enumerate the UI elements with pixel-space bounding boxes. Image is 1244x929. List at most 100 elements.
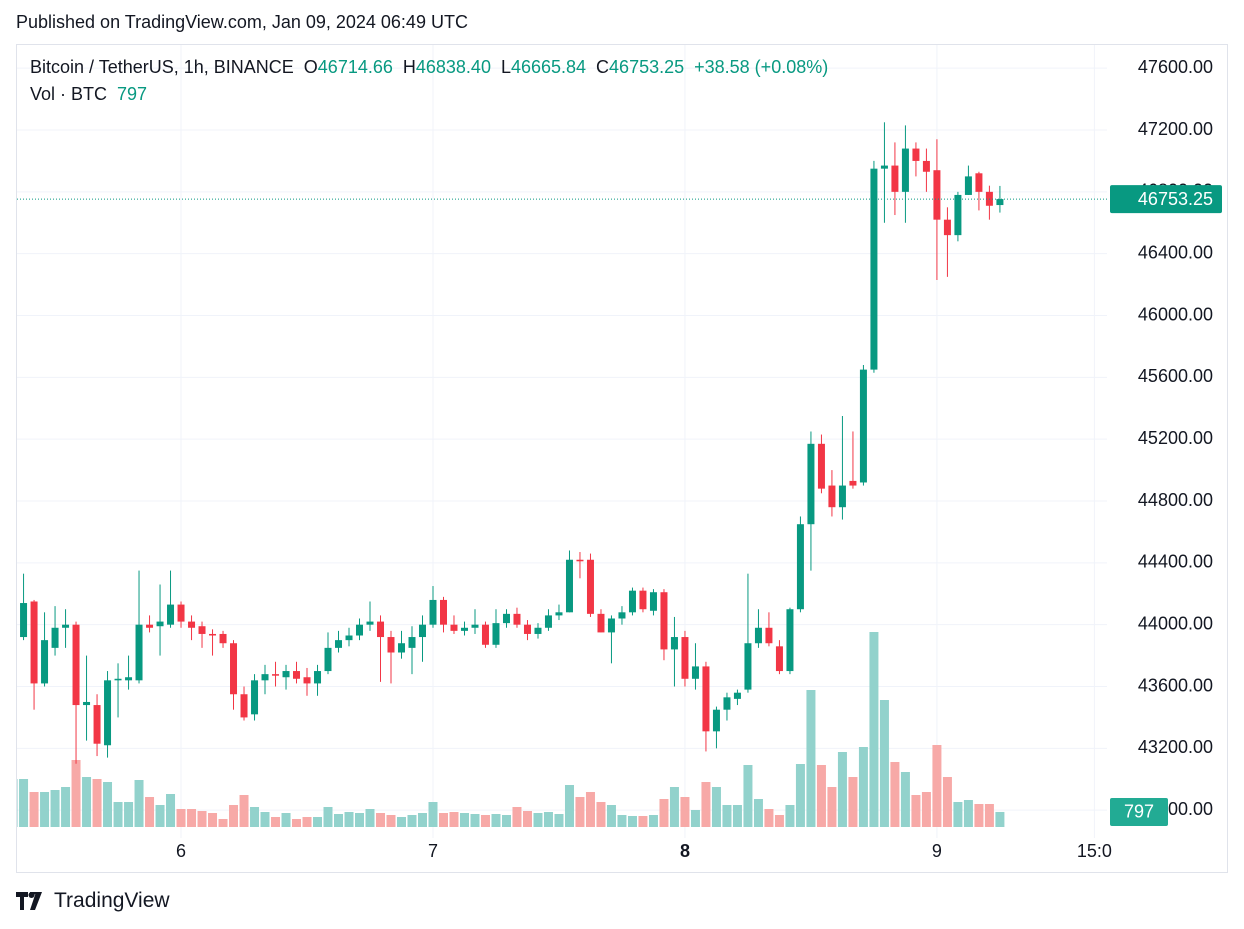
last-price-box — [1110, 185, 1222, 214]
candle-body — [807, 443, 815, 525]
candle-body — [272, 674, 280, 676]
y-tick-label: 47200.00 — [1138, 119, 1213, 139]
candle-body — [964, 176, 972, 195]
volume-bar — [669, 787, 679, 827]
candle-body — [765, 627, 773, 644]
volume-box — [1110, 797, 1168, 826]
x-tick-label: 7 — [428, 841, 438, 861]
volume-bar — [984, 804, 994, 827]
candle-body — [618, 612, 626, 619]
symbol-legend: Bitcoin / TetherUS, 1h, BINANCE O46714.6… — [30, 57, 828, 78]
ohlc-value: 46665.84 — [510, 57, 587, 77]
chart-frame — [16, 44, 1228, 873]
x-tick-label: 8 — [680, 841, 690, 861]
volume-bar — [690, 810, 700, 827]
volume-bar — [218, 819, 228, 827]
candle-body — [366, 621, 374, 625]
volume-bar — [995, 811, 1005, 827]
candle-body — [870, 168, 878, 370]
candle-body — [565, 559, 573, 613]
ohlc-item: H46838.40 — [403, 57, 491, 78]
candle-body — [901, 148, 909, 192]
candle-body — [135, 624, 143, 681]
candle-body — [996, 199, 1004, 206]
candle-body — [534, 627, 542, 634]
candle-layer — [10, 122, 1004, 764]
y-tick-label: 46000.00 — [1138, 304, 1213, 324]
candle-body — [744, 643, 752, 690]
ohlc-item: O46714.66 — [304, 57, 393, 78]
candle-body — [555, 612, 563, 616]
volume-bar — [113, 802, 123, 827]
volume-bar — [648, 815, 658, 827]
candle-body — [104, 680, 112, 746]
candle-body — [481, 624, 489, 645]
candle-body — [418, 624, 426, 638]
candle-body — [72, 624, 80, 706]
change: +38.58 (+0.08%) — [694, 57, 829, 77]
volume-bar — [638, 816, 648, 827]
candle-body — [880, 165, 888, 169]
candle-body — [146, 624, 154, 628]
volume-bar — [50, 790, 60, 827]
candle-body — [492, 623, 500, 645]
brand: TradingView — [16, 889, 170, 913]
candle-body — [639, 590, 647, 610]
volume-bar — [491, 814, 501, 827]
candle-body — [670, 637, 678, 650]
last-price-label: 46753.25 — [1138, 189, 1213, 209]
volume-bar — [17, 779, 18, 827]
volume-bar — [921, 792, 931, 827]
candle-body — [681, 637, 689, 679]
volume-bar — [827, 787, 837, 827]
volume-bar — [785, 805, 795, 827]
volume-bar — [564, 785, 574, 827]
volume-bar — [858, 747, 868, 827]
volume-bar — [753, 799, 763, 827]
brand-name: TradingView — [54, 889, 170, 912]
candle-body — [838, 485, 846, 508]
volume-bar — [512, 807, 522, 827]
y-tick-label: 46400.00 — [1138, 242, 1213, 262]
volume-bar — [554, 814, 564, 827]
candle-body — [198, 626, 206, 634]
y-tick-label: 43600.00 — [1138, 675, 1213, 695]
brand-logo — [16, 892, 42, 910]
candle-body — [523, 624, 531, 634]
volume-bar — [837, 752, 847, 827]
volume-bar — [229, 805, 239, 827]
candle-body — [891, 165, 899, 192]
volume-bar — [386, 815, 396, 827]
volume-bar — [250, 807, 260, 827]
volume-bar — [292, 819, 302, 827]
volume-bar — [313, 817, 323, 827]
ohlc-key: C — [596, 57, 610, 77]
candle-body — [10, 637, 17, 663]
candle-body — [125, 677, 133, 681]
candle-body — [586, 559, 594, 614]
x-tick-label: 15:0 — [1077, 841, 1112, 861]
y-tick-label: 44000.00 — [1138, 613, 1213, 633]
ohlc-value: 46714.66 — [317, 57, 393, 77]
candle-body — [83, 701, 91, 706]
candle-body — [712, 709, 720, 732]
volume-bar — [302, 817, 312, 827]
candle-body — [597, 613, 605, 633]
volume-bar — [774, 815, 784, 827]
ohlc-value: 46838.40 — [415, 57, 491, 77]
volume-bar — [396, 817, 406, 827]
candle-body — [933, 170, 941, 220]
volume-bar — [145, 797, 155, 827]
volume-bar — [953, 802, 963, 827]
volume-bar — [501, 815, 511, 827]
volume-bar — [617, 815, 627, 827]
volume-bar — [82, 777, 92, 827]
y-tick-label: 47600.00 — [1138, 57, 1213, 77]
volume-bar — [365, 809, 375, 827]
x-tick-label: 9 — [932, 841, 942, 861]
volume-legend: Vol · BTC 797 — [30, 84, 147, 105]
volume-bar — [407, 815, 417, 827]
volume-bar — [134, 780, 144, 827]
candle-body — [786, 609, 794, 672]
candle-body — [723, 697, 731, 710]
